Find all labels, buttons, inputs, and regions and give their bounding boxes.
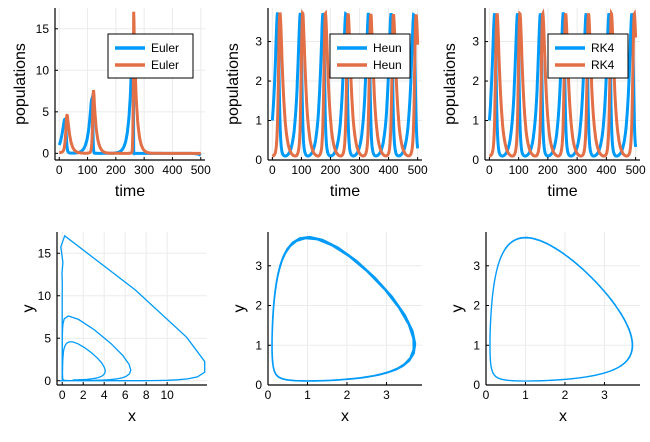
- y-tick-label: 5: [44, 331, 51, 345]
- x-tick-label: 0: [483, 388, 490, 402]
- series-x-line: [487, 12, 638, 158]
- y-tick-label: 1: [472, 114, 479, 128]
- y-axis-label: populations: [225, 43, 242, 125]
- x-tick-label: 0: [56, 163, 63, 177]
- x-tick-label: 10: [160, 388, 174, 402]
- y-tick-label: 2: [473, 299, 480, 313]
- subplot-rk4_phase: 0 1 2 3 0 1 2 3 x y: [449, 232, 640, 425]
- x-tick-label: 500: [408, 163, 428, 177]
- x-tick-label: 400: [596, 163, 616, 177]
- x-axis-label: x: [128, 408, 136, 425]
- y-axis-label: populations: [442, 43, 459, 125]
- y-tick-label: 3: [255, 35, 262, 49]
- legend-label: Euler: [151, 41, 179, 55]
- x-tick-label: 500: [191, 163, 211, 177]
- y-tick-label: 1: [255, 114, 262, 128]
- x-tick-label: 2: [562, 388, 569, 402]
- y-tick-label: 5: [42, 105, 49, 119]
- legend-label: RK4: [591, 41, 615, 55]
- x-tick-label: 100: [291, 163, 311, 177]
- x-tick-label: 300: [350, 163, 370, 177]
- x-tick-label: 400: [379, 163, 399, 177]
- legend: Heun Heun: [329, 33, 411, 79]
- y-tick-label: 10: [36, 63, 50, 77]
- legend-label: Heun: [373, 58, 402, 72]
- phase-trajectory: [489, 236, 634, 382]
- x-tick-label: 6: [122, 388, 129, 402]
- subplot-heun_ts: Heun Heun 0 100 200 300 400 500 0 1 2 3 time populati…: [225, 8, 428, 200]
- x-tick-label: 300: [567, 163, 587, 177]
- x-tick-label: 400: [162, 163, 182, 177]
- x-tick-label: 0: [59, 388, 66, 402]
- legend-box: [107, 33, 194, 79]
- series-y-line: [271, 9, 420, 158]
- y-tick-label: 10: [38, 289, 52, 303]
- y-tick-label: 0: [255, 378, 262, 392]
- phase-trajectory: [271, 235, 417, 382]
- x-axis-label: time: [330, 183, 360, 200]
- y-tick-label: 3: [473, 259, 480, 273]
- x-axis-label: time: [115, 183, 145, 200]
- y-tick-label: 3: [472, 35, 479, 49]
- x-tick-label: 300: [134, 163, 154, 177]
- x-tick-label: 1: [304, 388, 311, 402]
- x-tick-label: 500: [626, 163, 646, 177]
- y-tick-label: 3: [255, 259, 262, 273]
- x-tick-label: 0: [486, 163, 493, 177]
- y-tick-label: 0: [44, 374, 51, 388]
- x-tick-label: 0: [265, 388, 272, 402]
- x-axis-label: x: [559, 408, 567, 425]
- y-tick-label: 0: [255, 153, 262, 167]
- x-axis-label: x: [341, 408, 349, 425]
- x-tick-label: 200: [320, 163, 340, 177]
- y-tick-label: 1: [473, 338, 480, 352]
- y-tick-label: 2: [472, 74, 479, 88]
- subplot-euler_ts: Euler Euler 0 100 200 300 400 500 0 5 10 15 time popu…: [12, 8, 211, 200]
- series-x-line: [270, 11, 420, 158]
- x-tick-label: 0: [269, 163, 276, 177]
- x-tick-label: 3: [383, 388, 390, 402]
- y-tick-label: 0: [473, 378, 480, 392]
- legend-label: Euler: [151, 58, 179, 72]
- y-axis-label: y: [20, 305, 37, 313]
- x-tick-label: 100: [509, 163, 529, 177]
- x-tick-label: 2: [344, 388, 351, 402]
- x-tick-label: 200: [538, 163, 558, 177]
- y-axis-label: y: [449, 305, 466, 313]
- x-tick-label: 1: [522, 388, 529, 402]
- x-tick-label: 8: [143, 388, 150, 402]
- y-tick-label: 0: [472, 153, 479, 167]
- y-tick-label: 1: [255, 338, 262, 352]
- y-tick-label: 15: [36, 22, 50, 36]
- phase-trajectory: [59, 234, 206, 382]
- y-axis-label: y: [231, 305, 248, 313]
- legend-box: [547, 33, 629, 79]
- x-tick-label: 2: [80, 388, 87, 402]
- y-tick-label: 0: [42, 146, 49, 160]
- x-tick-label: 4: [101, 388, 108, 402]
- x-tick-label: 100: [78, 163, 98, 177]
- legend-label: RK4: [591, 58, 615, 72]
- y-tick-label: 2: [255, 299, 262, 313]
- legend-label: Heun: [373, 41, 402, 55]
- x-tick-label: 200: [106, 163, 126, 177]
- series-y-line: [59, 11, 201, 155]
- subplot-heun_phase: 0 1 2 3 0 1 2 3 x y: [231, 232, 422, 425]
- y-tick-label: 2: [255, 74, 262, 88]
- y-axis-label: populations: [12, 43, 29, 125]
- legend: Euler Euler: [107, 33, 194, 79]
- legend-box: [329, 33, 411, 79]
- x-axis-label: time: [547, 183, 577, 200]
- y-tick-label: 15: [38, 246, 52, 260]
- x-tick-label: 3: [601, 388, 608, 402]
- series-y-line: [488, 8, 638, 158]
